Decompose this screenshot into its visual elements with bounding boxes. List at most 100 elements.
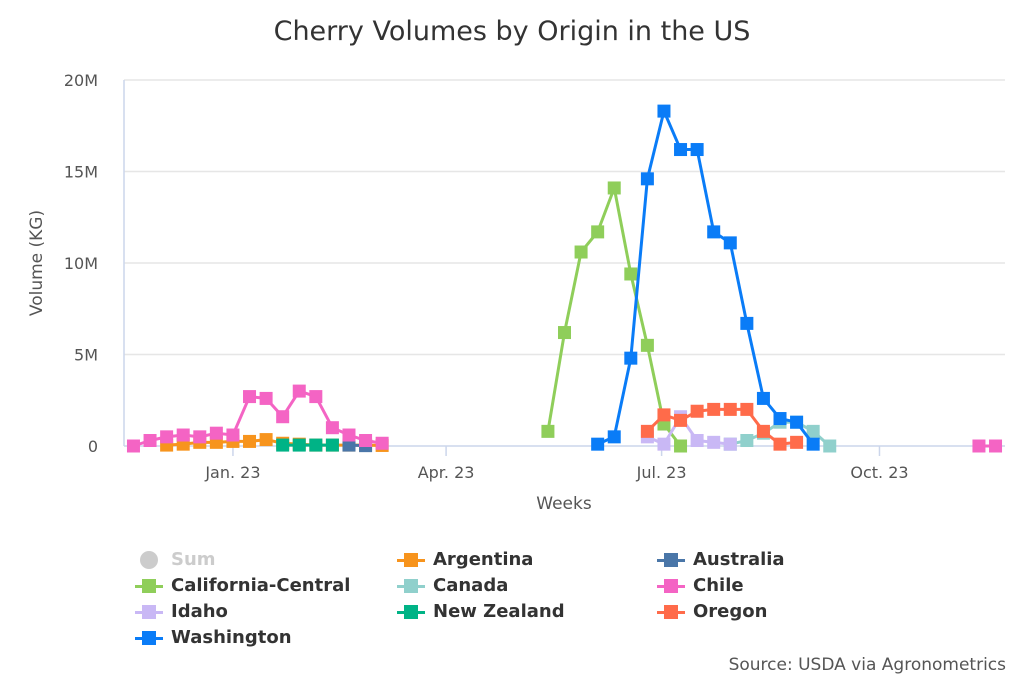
data-point bbox=[375, 436, 389, 450]
legend-item-new-zealand[interactable]: New Zealand bbox=[397, 600, 657, 623]
legend-label: New Zealand bbox=[433, 601, 565, 622]
data-point bbox=[243, 434, 257, 448]
data-point bbox=[607, 181, 621, 195]
data-point bbox=[292, 384, 306, 398]
data-point bbox=[259, 433, 273, 447]
data-point bbox=[740, 316, 754, 330]
y-tick-label: 20M bbox=[64, 71, 98, 90]
data-point bbox=[640, 338, 654, 352]
series-line bbox=[133, 389, 383, 448]
data-point bbox=[325, 421, 339, 435]
data-point bbox=[176, 428, 190, 442]
y-tick-label: 10M bbox=[64, 254, 98, 273]
square-marker-icon bbox=[657, 604, 685, 619]
series-line bbox=[546, 186, 682, 447]
legend-item-chile[interactable]: Chile bbox=[657, 574, 837, 597]
legend-label: Canada bbox=[433, 575, 509, 596]
square-marker-icon bbox=[397, 552, 425, 567]
data-point bbox=[806, 437, 820, 451]
legend-label: Idaho bbox=[171, 601, 228, 622]
legend-label: Oregon bbox=[693, 601, 768, 622]
data-point bbox=[790, 415, 804, 429]
data-point bbox=[723, 236, 737, 250]
data-point bbox=[126, 439, 140, 453]
data-point bbox=[707, 402, 721, 416]
data-point bbox=[558, 326, 571, 340]
legend-label: Argentina bbox=[433, 549, 534, 570]
data-point bbox=[325, 438, 339, 452]
data-point bbox=[574, 245, 588, 259]
data-point bbox=[972, 439, 986, 453]
x-axis-label: Weeks bbox=[536, 494, 592, 514]
data-point bbox=[342, 438, 356, 452]
y-axis-label: Volume (KG) bbox=[27, 210, 47, 316]
data-point bbox=[823, 439, 837, 453]
data-point bbox=[624, 267, 638, 281]
y-tick-label: 15M bbox=[64, 163, 98, 182]
square-marker-icon bbox=[135, 630, 163, 645]
data-point bbox=[723, 437, 737, 451]
data-point bbox=[790, 435, 804, 449]
data-point bbox=[690, 404, 704, 418]
data-point bbox=[690, 434, 704, 448]
data-point bbox=[707, 435, 721, 449]
data-point bbox=[309, 390, 323, 404]
series-oregon bbox=[640, 402, 804, 451]
data-point bbox=[657, 104, 671, 118]
series-new-zealand bbox=[276, 438, 339, 452]
data-point bbox=[674, 143, 688, 157]
data-point bbox=[640, 172, 654, 186]
legend-item-washington[interactable]: Washington bbox=[135, 626, 397, 649]
data-point bbox=[276, 438, 290, 452]
series-washington bbox=[591, 104, 820, 451]
data-point bbox=[674, 439, 688, 453]
legend-item-australia[interactable]: Australia bbox=[657, 548, 837, 571]
source-note: Source: USDA via Agronometrics bbox=[728, 655, 1006, 675]
data-point bbox=[292, 438, 306, 452]
data-point bbox=[143, 434, 157, 448]
x-tick-label: Jul. 23 bbox=[636, 463, 687, 482]
data-point bbox=[309, 438, 323, 452]
data-point bbox=[209, 426, 223, 440]
legend-label: California-Central bbox=[171, 575, 351, 596]
data-point bbox=[541, 424, 555, 438]
data-point bbox=[160, 430, 174, 444]
data-point bbox=[226, 428, 240, 442]
square-marker-icon bbox=[135, 578, 163, 593]
legend-item-california-central[interactable]: California-Central bbox=[135, 574, 397, 597]
series-california-central bbox=[541, 181, 688, 453]
data-point bbox=[756, 424, 770, 438]
data-point bbox=[773, 437, 787, 451]
data-point bbox=[591, 437, 605, 451]
x-tick-label: Apr. 23 bbox=[418, 463, 475, 482]
data-point bbox=[674, 413, 688, 427]
legend-item-argentina[interactable]: Argentina bbox=[397, 548, 657, 571]
square-marker-icon bbox=[135, 604, 163, 619]
legend-label: Washington bbox=[171, 627, 292, 648]
data-point bbox=[989, 439, 1003, 453]
legend-item-idaho[interactable]: Idaho bbox=[135, 600, 397, 623]
square-marker-icon bbox=[397, 578, 425, 593]
legend-item-sum[interactable]: Sum bbox=[135, 548, 397, 571]
data-point bbox=[690, 143, 704, 157]
data-point bbox=[657, 437, 671, 451]
square-marker-icon bbox=[397, 604, 425, 619]
y-tick-label: 5M bbox=[74, 346, 98, 365]
data-point bbox=[806, 424, 820, 438]
data-point bbox=[607, 430, 621, 444]
x-tick-label: Oct. 23 bbox=[850, 463, 908, 482]
x-tick-label: Jan. 23 bbox=[204, 463, 260, 482]
data-point bbox=[756, 391, 770, 405]
data-point bbox=[740, 434, 754, 448]
chart-title: Cherry Volumes by Origin in the US bbox=[274, 16, 751, 47]
data-point bbox=[657, 408, 671, 422]
data-point bbox=[624, 351, 638, 365]
square-marker-icon bbox=[657, 552, 685, 567]
legend-label: Australia bbox=[693, 549, 785, 570]
legend-item-oregon[interactable]: Oregon bbox=[657, 600, 837, 623]
data-point bbox=[193, 430, 207, 444]
legend-label: Chile bbox=[693, 575, 744, 596]
data-point bbox=[773, 412, 787, 426]
legend-item-canada[interactable]: Canada bbox=[397, 574, 657, 597]
circle-marker-icon bbox=[135, 550, 163, 569]
